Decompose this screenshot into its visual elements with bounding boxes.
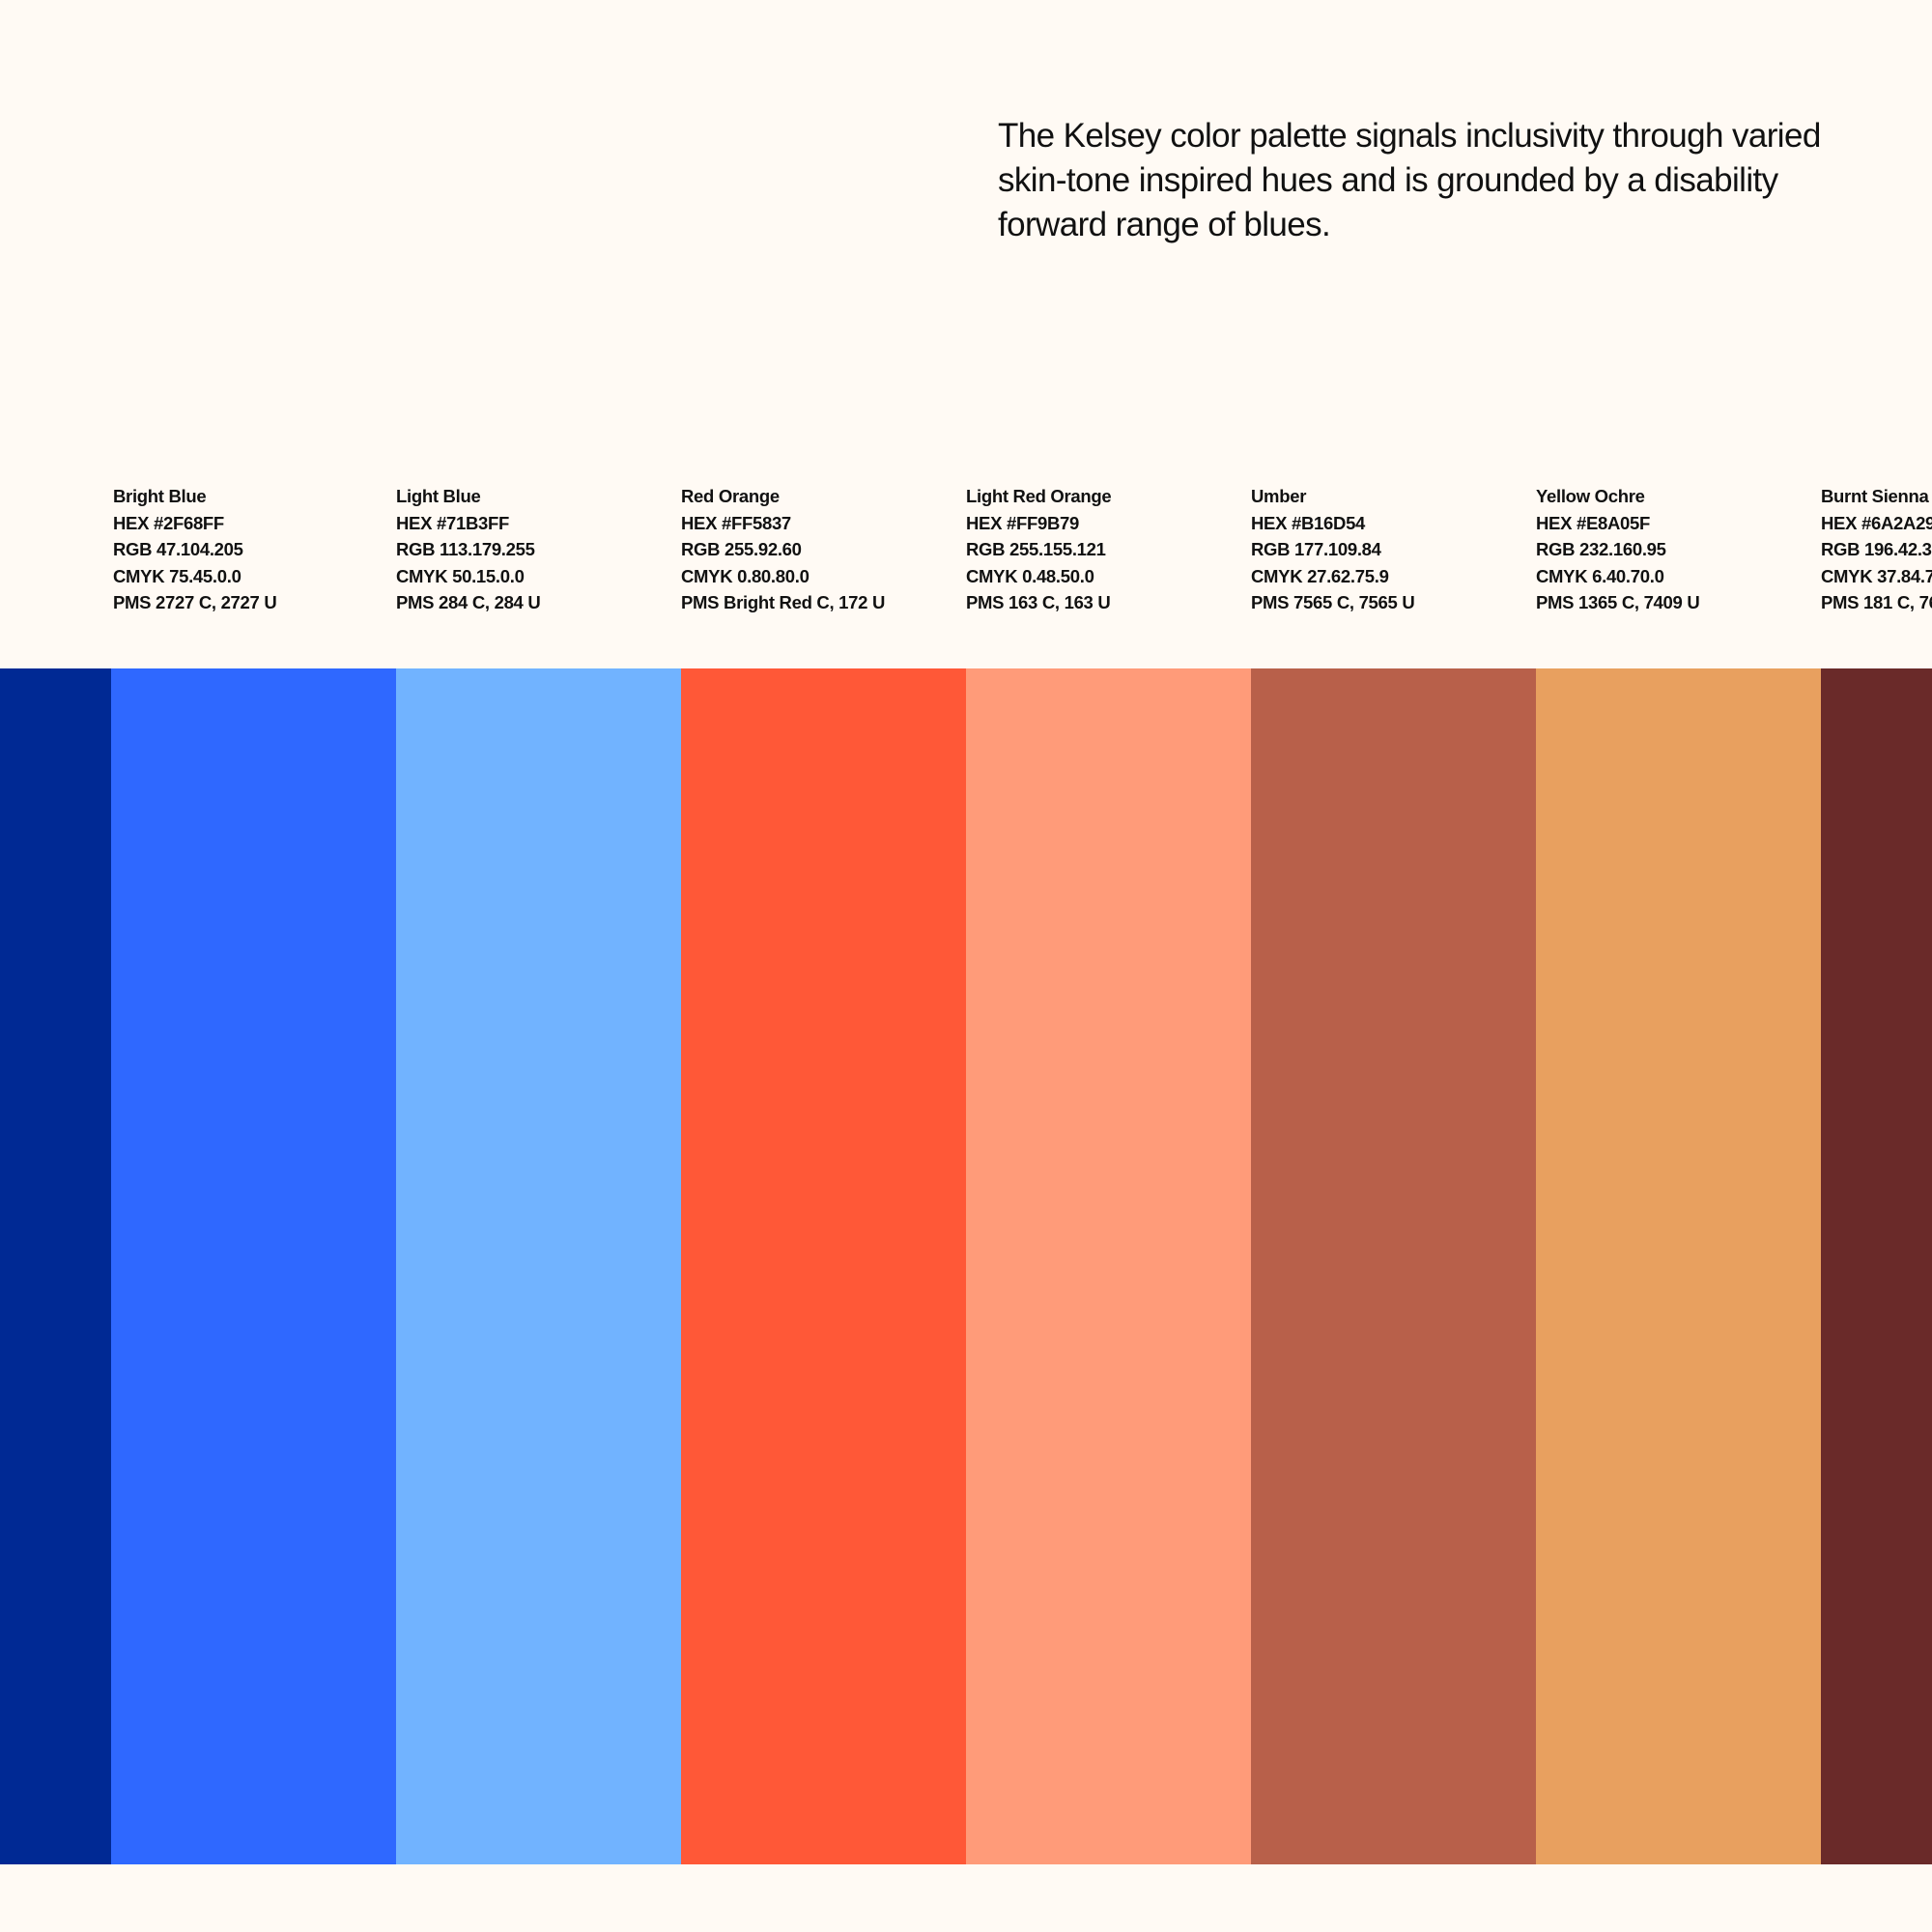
swatch-rgb: RGB 47.104.205 xyxy=(113,539,243,559)
swatch-hex: HEX #B16D54 xyxy=(1251,512,1366,533)
swatch-pms: PMS 1365 C, 7409 U xyxy=(1536,592,1700,612)
swatch-hex: HEX #E8A05F xyxy=(1536,512,1651,533)
swatch-spec-umber: Umber HEX #B16D54 RGB 177.109.84 CMYK 27… xyxy=(1251,483,1415,616)
swatch-name: Burnt Sienna xyxy=(1821,486,1929,506)
swatch-hex: HEX #FF9B79 xyxy=(966,512,1079,533)
swatch-cmyk: CMYK 27.62.75.9 xyxy=(1251,565,1389,586)
swatch-hex: HEX #71B3FF xyxy=(396,512,509,533)
swatch-rgb: RGB 232.160.95 xyxy=(1536,539,1666,559)
stripe-light-red-orange xyxy=(966,668,1251,1864)
swatch-name: Light Blue xyxy=(396,486,481,506)
swatch-pms: PMS 2727 C, 2727 U xyxy=(113,592,277,612)
swatch-pms: PMS 163 C, 163 U xyxy=(966,592,1111,612)
swatch-name: Red Orange xyxy=(681,486,780,506)
swatch-cmyk: CMYK 75.45.0.0 xyxy=(113,565,242,586)
swatch-rgb: RGB 113.179.255 xyxy=(396,539,535,559)
color-stripes xyxy=(0,668,1932,1864)
swatch-rgb: RGB 177.109.84 xyxy=(1251,539,1381,559)
swatch-rgb: RGB 255.92.60 xyxy=(681,539,802,559)
swatch-cmyk: CMYK 0.80.80.0 xyxy=(681,565,810,586)
swatch-cmyk: CMYK 0.48.50.0 xyxy=(966,565,1094,586)
swatch-hex: HEX #6A2A29 xyxy=(1821,512,1932,533)
swatch-spec-red-orange: Red Orange HEX #FF5837 RGB 255.92.60 CMY… xyxy=(681,483,885,616)
stripe-light-blue xyxy=(396,668,681,1864)
swatch-rgb: RGB 255.155.121 xyxy=(966,539,1106,559)
swatch-spec-yellow-ochre: Yellow Ochre HEX #E8A05F RGB 232.160.95 … xyxy=(1536,483,1700,616)
swatch-hex: HEX #2F68FF xyxy=(113,512,224,533)
swatch-spec-burnt-sienna: Burnt Sienna HEX #6A2A29 RGB 196.42.3 CM… xyxy=(1821,483,1932,616)
swatch-name: Umber xyxy=(1251,486,1307,506)
swatch-pms: PMS 181 C, 76 xyxy=(1821,592,1932,612)
swatch-name: Light Red Orange xyxy=(966,486,1112,506)
swatch-hex: HEX #FF5837 xyxy=(681,512,791,533)
swatch-name: Bright Blue xyxy=(113,486,207,506)
swatch-cmyk: CMYK 50.15.0.0 xyxy=(396,565,525,586)
intro-paragraph: The Kelsey color palette signals inclusi… xyxy=(998,117,1821,243)
stripe-yellow-ochre xyxy=(1536,668,1821,1864)
swatch-spec-light-blue: Light Blue HEX #71B3FF RGB 113.179.255 C… xyxy=(396,483,541,616)
stripe-red-orange xyxy=(681,668,966,1864)
swatch-rgb: RGB 196.42.3 xyxy=(1821,539,1932,559)
swatch-cmyk: CMYK 6.40.70.0 xyxy=(1536,565,1664,586)
swatch-spec-light-red-orange: Light Red Orange HEX #FF9B79 RGB 255.155… xyxy=(966,483,1112,616)
swatch-pms: PMS 7565 C, 7565 U xyxy=(1251,592,1415,612)
swatch-name: Yellow Ochre xyxy=(1536,486,1645,506)
swatch-pms: PMS Bright Red C, 172 U xyxy=(681,592,886,612)
swatch-cmyk: CMYK 37.84.7 xyxy=(1821,565,1932,586)
swatch-spec-bright-blue: Bright Blue HEX #2F68FF RGB 47.104.205 C… xyxy=(113,483,277,616)
stripe-umber xyxy=(1251,668,1536,1864)
stripe-bright-blue xyxy=(111,668,396,1864)
stripe-burnt-sienna xyxy=(1821,668,1932,1864)
swatch-pms: PMS 284 C, 284 U xyxy=(396,592,541,612)
stripe-dark-blue xyxy=(0,668,111,1864)
